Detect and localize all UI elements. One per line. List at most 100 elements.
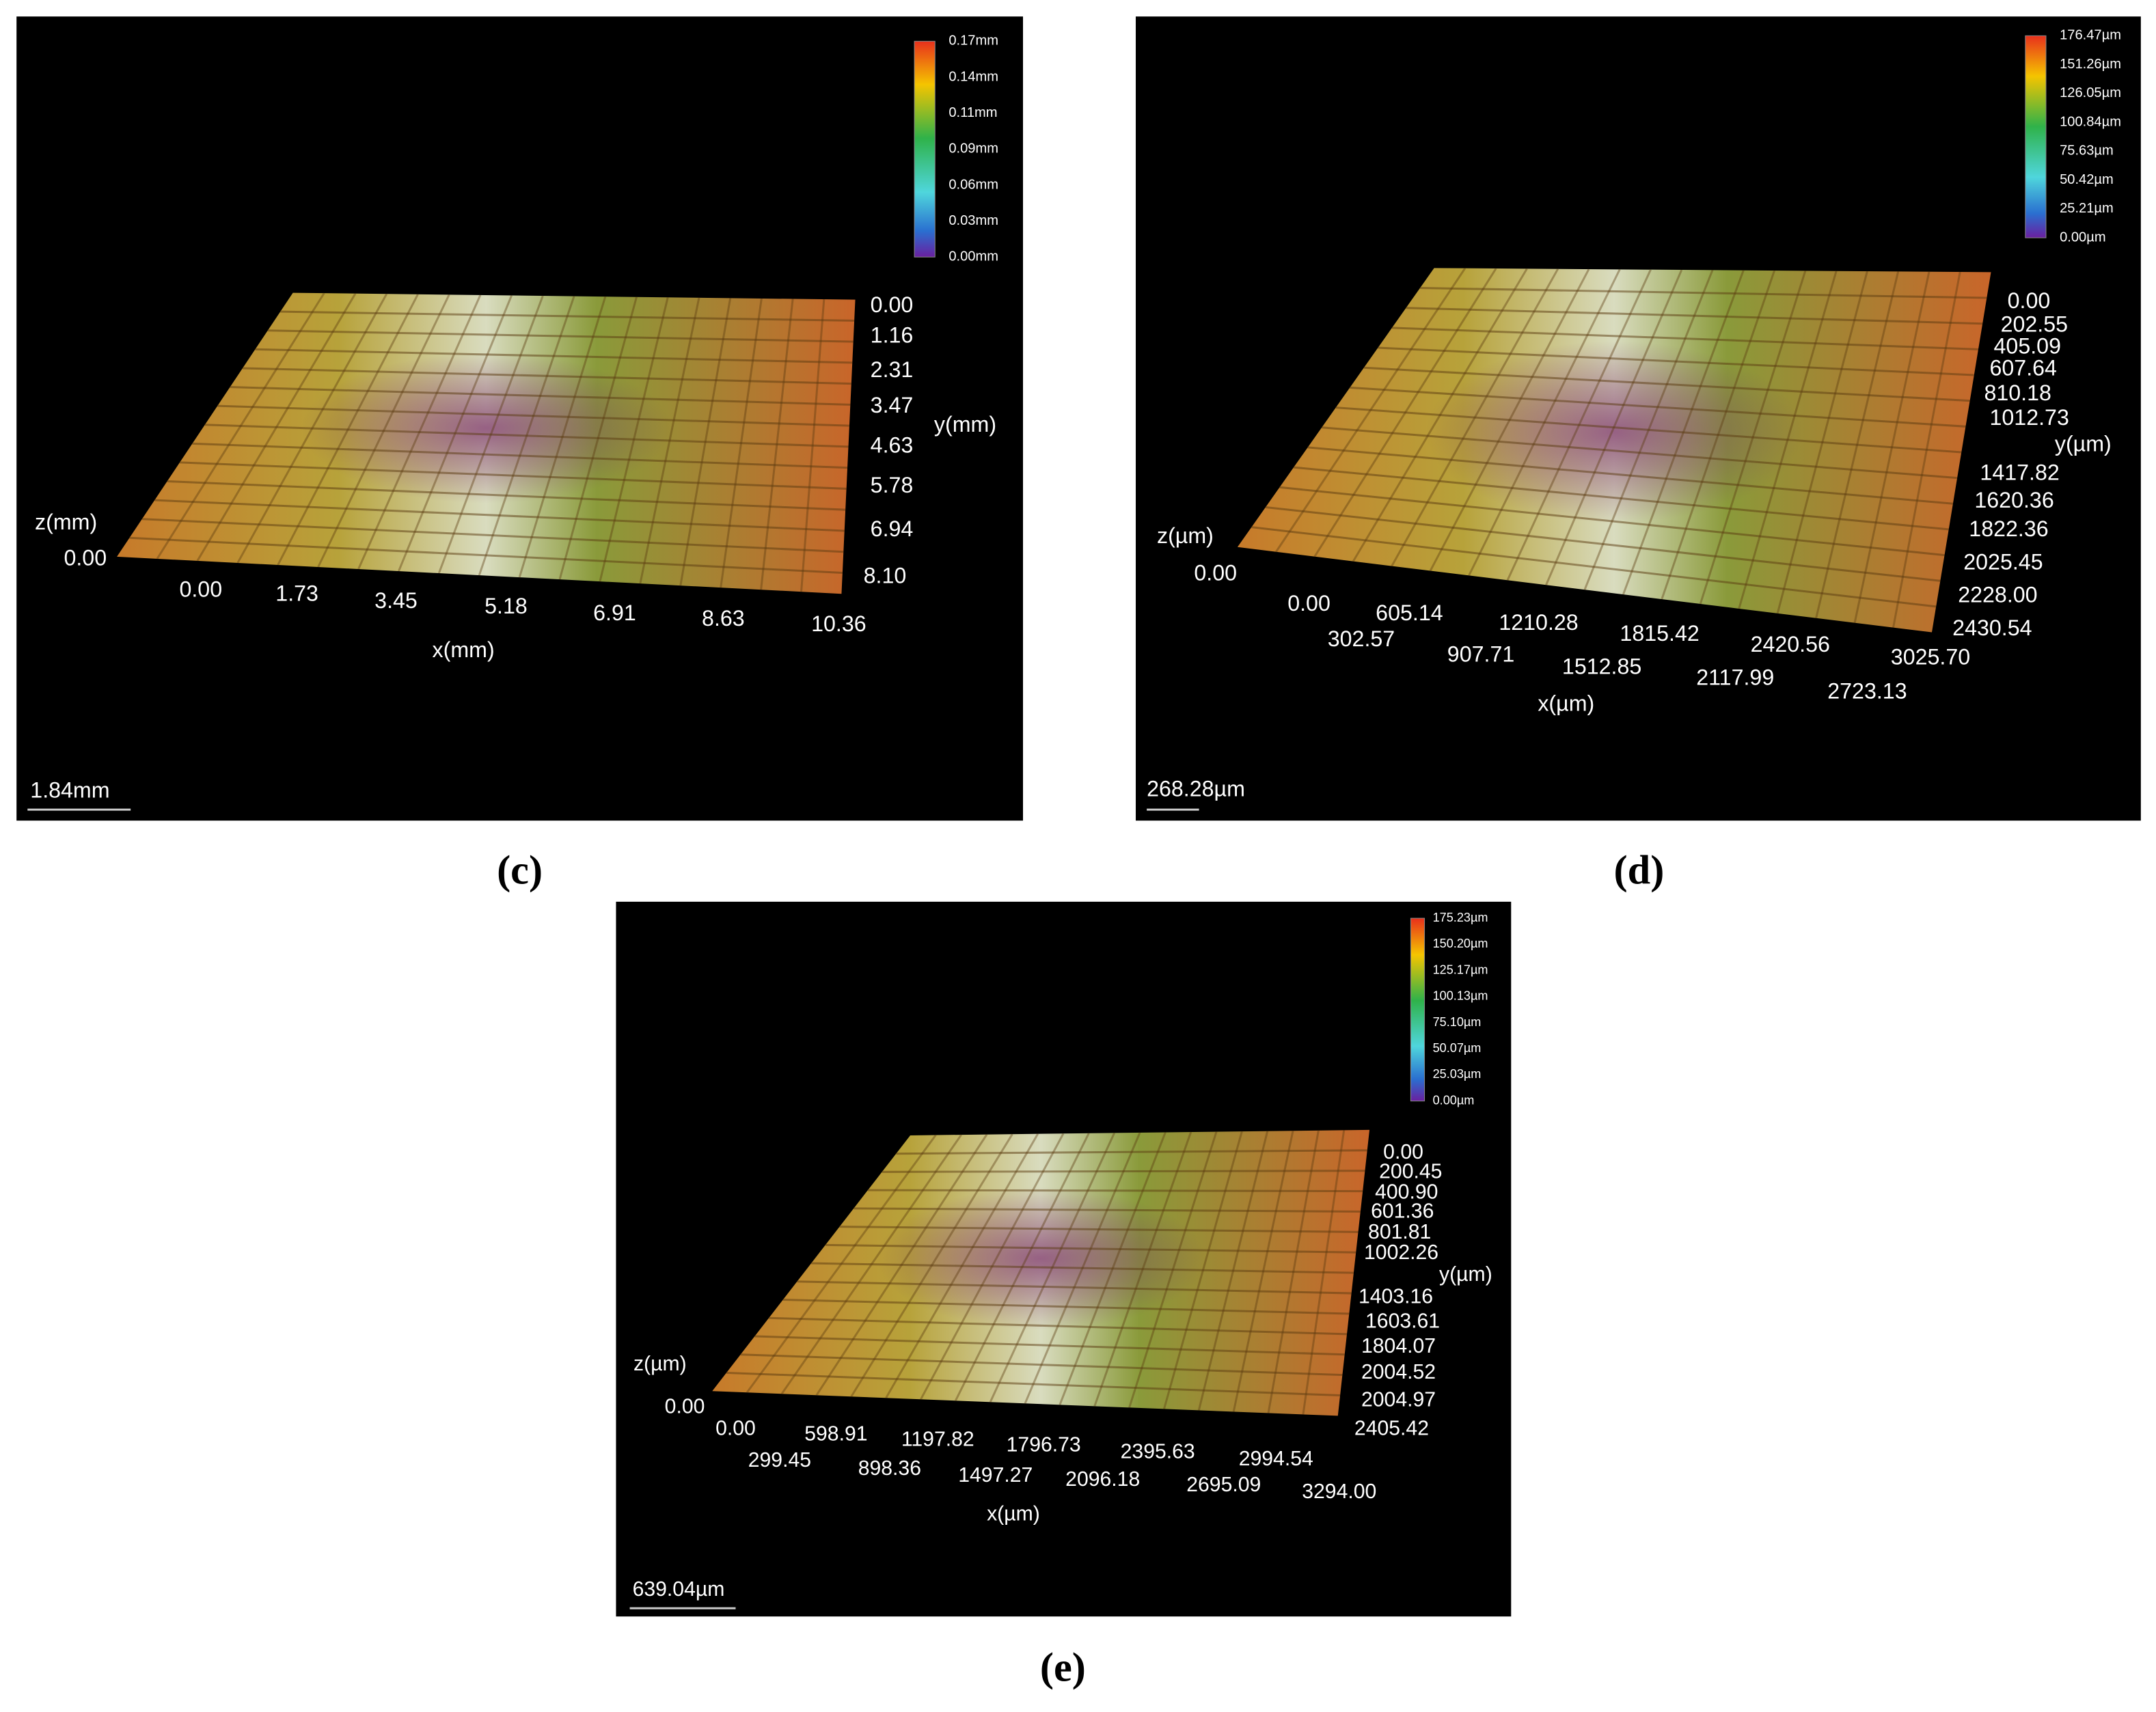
surface-grid [1776,271,1868,614]
z-tick-label: 0.00 [1194,561,1237,585]
y-tick-label: 601.36 [1371,1200,1434,1223]
surface-grid [398,294,513,572]
colorbar-label: 0.09mm [949,141,998,156]
colorbar-label: 50.42µm [2060,172,2114,187]
surface-grid [1661,270,1776,600]
surface-grid [1335,406,1962,454]
surface-grid [1265,506,1941,582]
surface-grid [1583,269,1714,590]
y-tick-label: 1417.82 [1980,460,2059,485]
colorbar-label: 0.00µm [2060,230,2105,245]
surface-grid [754,1335,1345,1356]
surface-grid [196,292,357,562]
surface-grid [1163,1131,1243,1409]
panel-caption: (c) [497,848,543,894]
surface-grid [1275,267,1466,553]
surface-grid [726,1371,1341,1397]
surface-grid [357,294,482,570]
x-axis-label: x(mm) [433,637,495,662]
surface-grid [179,461,847,490]
colorbar-label: 75.63µm [2060,143,2114,158]
surface-grid [280,310,855,322]
surface-grid [277,294,419,566]
surface-grid [192,442,848,469]
surface-grid [1622,270,1745,595]
colorbar [2025,35,2047,238]
surface-grid [839,1226,1359,1233]
colorbar-label: 75.10µm [1433,1015,1482,1029]
panel-caption: (d) [1614,848,1665,894]
x-tick-label: 2695.09 [1186,1474,1261,1496]
surface-grid [217,404,849,427]
surface-grid [1322,426,1958,480]
colorbar-label: 150.20µm [1433,937,1488,950]
surface-grid [1232,1130,1294,1412]
x-tick-label: 1197.82 [901,1428,974,1451]
y-axis-label: y(mm) [934,412,996,437]
colorbar-label: 126.05µm [2060,85,2121,100]
surface-grid [989,1132,1116,1403]
surface-grid [478,296,575,576]
x-tick-label: 10.36 [811,611,867,636]
colorbar-label: 0.14mm [949,69,998,84]
y-tick-label: 3.47 [871,393,914,417]
x-tick-label: 3294.00 [1302,1480,1376,1503]
z-tick-label: 0.00 [64,545,107,570]
x-tick-label: 3.45 [374,588,418,613]
scale-bar-label: 268.28µm [1147,776,1245,801]
surface-grid [850,1133,1013,1398]
surface-grid [815,1133,988,1396]
y-tick-label: 2025.45 [1963,549,2043,574]
x-tick-label: 2420.56 [1751,632,1830,657]
x-tick-label: 1497.27 [958,1464,1033,1487]
colorbar-label: 125.17µm [1433,963,1488,976]
z-axis-label: z(mm) [35,510,97,534]
y-tick-label: 801.81 [1368,1221,1431,1243]
colorbar-label: 0.03mm [949,213,998,228]
y-tick-label: 2405.42 [1354,1418,1429,1440]
y-tick-label: 2228.00 [1958,583,2037,607]
surface-grid [1378,346,1974,376]
colorbar-label: 100.84µm [2060,114,2121,129]
scale-bar-label: 1.84mm [30,777,109,802]
x-axis-label: x(µm) [1538,691,1594,716]
x-tick-label: 2723.13 [1827,679,1907,704]
x-tick-label: 2117.99 [1696,665,1774,689]
x-tick-label: 2096.18 [1065,1468,1140,1491]
surface-grid [780,1134,962,1395]
surface-grid [1391,268,1559,567]
y-tick-label: 2.31 [871,357,914,382]
surface-grid [156,292,325,560]
surface-grid [1699,270,1807,605]
y-tick-label: 0.00 [1383,1141,1423,1163]
x-tick-label: 605.14 [1376,600,1443,625]
surface-grid [1406,307,1983,325]
surface-grid [882,1170,1365,1173]
x-tick-label: 0.00 [715,1418,756,1440]
colorbar [1410,917,1425,1102]
surface-grid [800,299,825,592]
y-tick-label: 0.00 [871,292,914,317]
surface-grid [1429,268,1590,572]
x-tick-label: 907.71 [1447,641,1514,666]
surface-grid [740,1353,1343,1377]
surface-grid [769,1316,1348,1336]
surface-grid [230,386,851,406]
z-tick-label: 0.00 [665,1395,705,1418]
surface-grid [1815,271,1900,619]
y-tick-label: 1603.61 [1365,1310,1440,1333]
x-tick-label: 898.36 [858,1457,921,1480]
x-tick-label: 8.63 [702,606,745,631]
surface-grid [1093,1131,1192,1407]
colorbar-label: 25.03µm [1433,1067,1482,1081]
surface-grid [141,518,844,553]
surface-grid [885,1133,1039,1399]
colorbar [914,40,936,258]
y-tick-label: 6.94 [871,516,914,541]
surface-grid [811,1262,1354,1274]
surface-grid [437,295,544,574]
y-tick-label: 1012.73 [1990,405,2069,430]
x-tick-label: 1.73 [275,581,318,606]
surface-grid [558,296,638,580]
